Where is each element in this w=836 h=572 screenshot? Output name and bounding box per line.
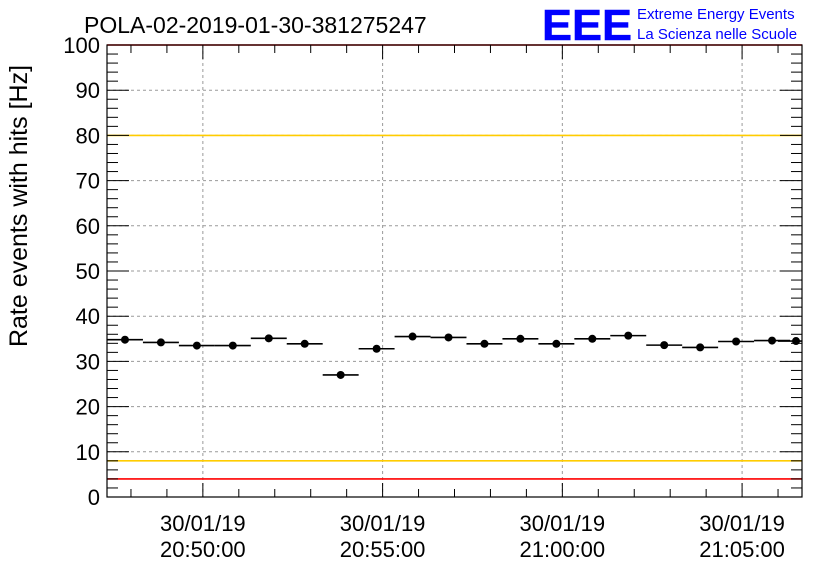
- x-tick-label-time: 20:55:00: [340, 537, 426, 562]
- y-tick-label: 20: [76, 395, 100, 420]
- x-tick-label-date: 30/01/19: [160, 511, 246, 536]
- x-tick-label-date: 30/01/19: [340, 511, 426, 536]
- y-tick-label: 10: [76, 440, 100, 465]
- data-point-marker: [660, 341, 669, 350]
- data-point-marker: [336, 370, 345, 379]
- eee-logo-line1: Extreme Energy Events: [637, 6, 795, 23]
- y-tick-label: 60: [76, 214, 100, 239]
- data-point-marker: [156, 338, 165, 347]
- data-point: [682, 343, 719, 352]
- data-point: [574, 334, 611, 343]
- data-point-marker: [552, 339, 561, 348]
- y-tick-label: 80: [76, 123, 100, 148]
- y-tick-label: 70: [76, 169, 100, 194]
- y-axis-label: Rate events with hits [Hz]: [5, 65, 33, 347]
- y-tick-label: 90: [76, 78, 100, 103]
- data-point-marker: [228, 341, 237, 350]
- data-point-marker: [444, 333, 453, 342]
- data-point-marker: [192, 341, 201, 350]
- data-point: [214, 341, 251, 350]
- axis-ticks: [107, 44, 802, 498]
- eee-logo: EEE Extreme Energy Events La Scienza nel…: [542, 1, 797, 51]
- data-point: [358, 344, 395, 353]
- y-tick-label: 100: [63, 33, 100, 58]
- data-point-marker: [768, 336, 777, 345]
- y-tick-label: 0: [88, 485, 100, 510]
- data-point: [394, 332, 431, 341]
- y-tick-label: 40: [76, 304, 100, 329]
- data-point: [610, 331, 647, 340]
- data-point-marker: [300, 339, 309, 348]
- data-point: [322, 370, 359, 379]
- data-point-marker: [696, 343, 705, 352]
- data-point-marker: [264, 334, 273, 343]
- reference-lines: [107, 44, 802, 480]
- x-tick-label-time: 20:50:00: [160, 537, 246, 562]
- data-point-marker: [372, 344, 381, 353]
- x-tick-label-time: 21:05:00: [699, 537, 785, 562]
- eee-logo-mark: EEE: [542, 1, 632, 50]
- data-point-marker: [624, 331, 633, 340]
- data-point: [718, 337, 755, 346]
- data-point: [250, 334, 287, 343]
- data-point-marker: [588, 334, 597, 343]
- data-point: [466, 339, 503, 348]
- data-point: [646, 341, 683, 350]
- data-point: [502, 334, 539, 343]
- eee-logo-line2: La Scienza nelle Scuole: [637, 26, 797, 43]
- chart-title: POLA-02-2019-01-30-381275247: [84, 12, 427, 38]
- data-point: [430, 333, 467, 342]
- y-tick-label: 30: [76, 349, 100, 374]
- y-tick-labels: 0 10 20 30 40 50 60 70 80 90 100: [63, 33, 100, 510]
- data-point-marker: [120, 335, 129, 344]
- x-tick-label-time: 21:00:00: [520, 537, 606, 562]
- data-point-marker: [516, 334, 525, 343]
- x-tick-label-date: 30/01/19: [699, 511, 785, 536]
- data-points: [107, 331, 802, 379]
- data-point-marker: [408, 332, 417, 341]
- data-point: [178, 341, 215, 350]
- data-point: [286, 339, 323, 348]
- grid: [107, 45, 802, 497]
- data-point-marker: [792, 337, 801, 346]
- x-tick-label-date: 30/01/19: [520, 511, 606, 536]
- data-point: [778, 337, 802, 346]
- data-point: [538, 339, 575, 348]
- data-point: [142, 338, 179, 347]
- data-point-marker: [732, 337, 741, 346]
- x-tick-labels: 30/01/1920:50:0030/01/1920:55:0030/01/19…: [160, 511, 785, 562]
- data-point-marker: [480, 339, 489, 348]
- data-point: [107, 335, 143, 344]
- y-tick-label: 50: [76, 259, 100, 284]
